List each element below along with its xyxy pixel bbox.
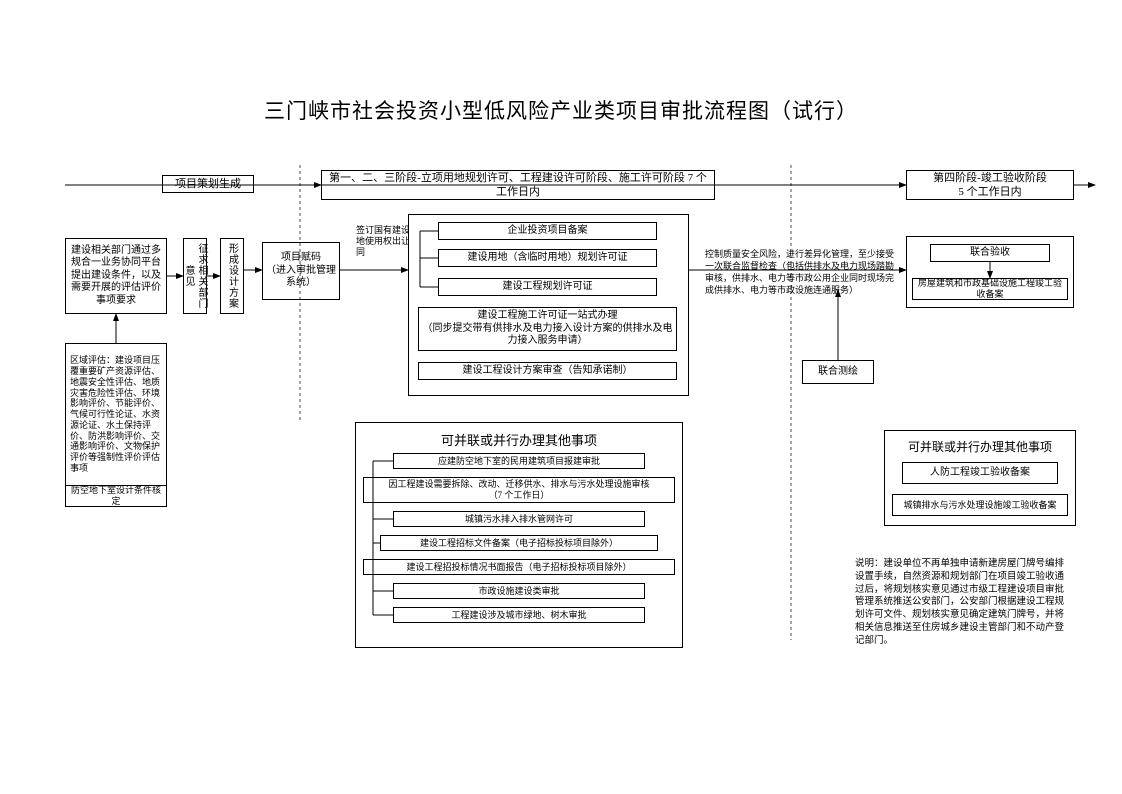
region-eval-outer: 区域评估：建设项目压覆重要矿产资源评估、地震安全性评估、地质灾害危险性评估、环境… <box>65 343 167 507</box>
p1-i3: 城镇污水排入排水管网许可 <box>393 511 645 527</box>
survey-box: 联合测绘 <box>802 360 874 384</box>
p1-i5: 建设工程招投标情况书面报告（电子招标投标项目除外） <box>363 559 675 575</box>
center-b4: 建设工程施工许可证一站式办理 （同步提交带有供排水及电力接入设计方案的供排水及电… <box>418 307 677 351</box>
center-b3: 建设工程规划许可证 <box>438 278 657 296</box>
timeline-stage123: 第一、二、三阶段-立项用地规划许可、工程建设许可阶段、施工许可阶段 7 个工作日… <box>321 170 715 200</box>
quality-text: 控制质量安全风险，进行差异化管理，至少接受一次联合监督检查（包括供排水及电力现场… <box>705 248 900 297</box>
right-accept: 联合验收 <box>930 244 1050 262</box>
region-eval-text: 区域评估：建设项目压覆重要矿产资源评估、地震安全性评估、地质灾害危险性评估、环境… <box>66 344 166 486</box>
center-b1: 企业投资项目备案 <box>438 222 657 240</box>
timeline-stage4: 第四阶段-竣工验收阶段 5 个工作日内 <box>906 170 1074 200</box>
scheme-box: 形成设计方案 <box>220 238 244 314</box>
parallel1-header: 可并联或并行办理其他事项 <box>355 430 683 449</box>
p1-i6: 市政设施建设类审批 <box>393 583 645 599</box>
center-b5: 建设工程设计方案审查（告知承诺制） <box>418 362 677 380</box>
region-eval-sub: 防空地下室设计条件核定 <box>66 486 166 506</box>
conditions-box: 建设相关部门通过多规合一业务协同平台提出建设条件，以及需要开展的评估评价事项要求 <box>65 238 167 314</box>
p1-i7: 工程建设涉及城市绿地、树木审批 <box>393 607 645 623</box>
p1-i2: 因工程建设需要拆除、改动、迁移供水、排水与污水处理设施审核 （7 个工作日） <box>363 477 675 503</box>
p2-i2: 城镇排水与污水处理设施竣工验收备案 <box>892 494 1068 516</box>
right-record: 房屋建筑和市政基础设施工程竣工验收备案 <box>912 278 1068 300</box>
opinion-box: 征求相关部门意见 <box>183 238 207 314</box>
timeline-plan: 项目策划生成 <box>162 175 254 193</box>
center-b2: 建设用地（含临时用地）规划许可证 <box>438 249 657 267</box>
code-box: 项目赋码 （进入审批管理系统） <box>262 242 340 300</box>
p2-i1: 人防工程竣工验收备案 <box>902 462 1058 484</box>
explanation-note: 说明：建设单位不再单独申请新建房屋门牌号编排设置手续，自然资源和规划部门在项目竣… <box>847 552 1079 654</box>
page-title: 三门峡市社会投资小型低风险产业类项目审批流程图（试行） <box>0 0 1122 155</box>
p1-i4: 建设工程招标文件备案（电子招标投标项目除外） <box>380 535 658 551</box>
p1-i1: 应建防空地下室的民用建筑项目报建审批 <box>393 453 645 469</box>
parallel2-header: 可并联或并行办理其他事项 <box>884 438 1076 455</box>
